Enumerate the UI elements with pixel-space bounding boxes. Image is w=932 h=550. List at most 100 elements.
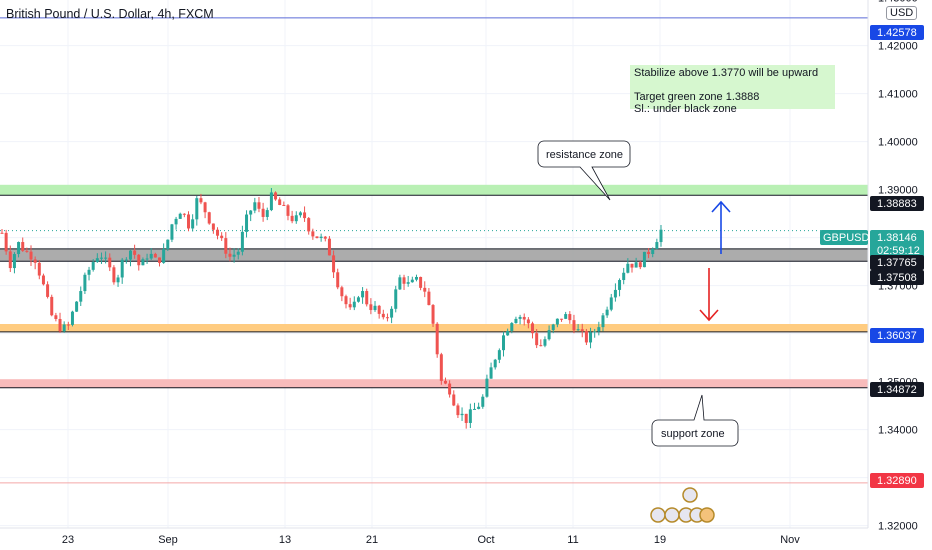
candle-body <box>348 304 352 308</box>
candle-body <box>423 287 427 292</box>
candle-body <box>187 214 191 229</box>
candle-body <box>344 296 348 305</box>
candle-body <box>522 316 526 320</box>
x-tick-label: 19 <box>654 534 666 546</box>
y-tick-label: 1.42000 <box>878 41 918 53</box>
candle-body <box>618 280 622 290</box>
candle-body <box>622 272 626 281</box>
gb-flag-icon <box>699 507 715 523</box>
candle-body <box>356 297 360 302</box>
x-tick-label: 23 <box>62 534 74 546</box>
candle-body <box>406 282 410 284</box>
support-label: 1.34872 <box>877 384 917 396</box>
orange-label-bg <box>870 328 924 343</box>
candle-body <box>613 289 617 298</box>
black-bottom-label: 1.37508 <box>877 272 917 284</box>
candle-body <box>340 287 344 297</box>
candle-body <box>224 238 228 254</box>
candle-body <box>560 318 564 320</box>
candle-body <box>66 324 70 326</box>
support-callout <box>651 394 739 447</box>
support-callout-text: support zone <box>661 428 725 440</box>
orange-zone[interactable] <box>0 324 868 332</box>
orange-label: 1.36037 <box>877 330 917 342</box>
annotations: resistance zone support zone <box>537 140 739 523</box>
candle-body <box>149 253 153 259</box>
candle-body <box>232 254 236 257</box>
candle-body <box>211 223 215 230</box>
last-price-label-bg <box>870 230 924 258</box>
y-tick-label: 1.43000 <box>878 0 918 5</box>
green-zone[interactable] <box>0 184 868 196</box>
y-tick-label: 1.41000 <box>878 89 918 101</box>
black-top-label: 1.37765 <box>877 257 917 269</box>
candle-body <box>153 253 157 258</box>
candle-body <box>128 250 132 260</box>
y-tick-label: 1.34000 <box>878 425 918 437</box>
candle-body <box>332 255 336 273</box>
candle-body <box>203 202 207 213</box>
candle-body <box>17 242 21 255</box>
candle-body <box>584 330 588 343</box>
candle-body <box>659 229 663 243</box>
candle-body <box>58 318 62 332</box>
candle-body <box>79 291 83 302</box>
black-top-label-bg <box>870 255 924 270</box>
candle-body <box>50 296 54 316</box>
symbol-label: GBPUSD <box>823 232 870 244</box>
candlestick-series <box>0 188 663 429</box>
currency-selector[interactable]: USD <box>886 6 918 20</box>
candle-body <box>257 202 261 209</box>
candle-body <box>435 323 439 355</box>
last-price-label: 1.38146 <box>877 232 917 244</box>
candle-body <box>481 396 485 407</box>
countdown-label: 02:59:12 <box>877 245 920 257</box>
candle-body <box>37 262 41 276</box>
candle-body <box>104 257 108 259</box>
us-flag-icon <box>650 507 666 523</box>
candle-body <box>410 279 414 283</box>
horizontal-lines <box>0 17 868 484</box>
event-icons[interactable] <box>650 487 715 523</box>
candle-body <box>170 224 174 240</box>
candle-body <box>182 213 186 215</box>
candle-body <box>83 274 87 292</box>
note-line-2: Target green zone 1.3888 <box>634 91 760 103</box>
bottom-line-label-bg <box>870 473 924 488</box>
resistance-label: 1.38883 <box>877 198 917 210</box>
candle-body <box>303 212 307 219</box>
candle-body <box>261 208 265 217</box>
candle-body <box>112 267 116 283</box>
candle-body <box>315 236 319 239</box>
candle-body <box>597 327 601 332</box>
candle-body <box>166 239 170 250</box>
candle-body <box>191 219 195 229</box>
candle-body <box>472 408 476 410</box>
candle-body <box>269 192 273 211</box>
candle-body <box>91 262 95 270</box>
gb-flag-icon <box>682 487 698 503</box>
candle-body <box>199 198 203 203</box>
candle-body <box>431 305 435 324</box>
candle-body <box>319 236 323 239</box>
candle-body <box>394 289 398 309</box>
candle-body <box>95 258 99 263</box>
candle-body <box>489 367 493 379</box>
bottom-line-label: 1.32890 <box>877 475 917 487</box>
x-tick-label: 11 <box>567 534 578 546</box>
candle-body <box>630 263 634 268</box>
black-bottom-label-bg <box>870 270 924 285</box>
candle-body <box>8 251 12 269</box>
candle-body <box>547 330 551 340</box>
candle-body <box>265 210 269 217</box>
candle-body <box>568 314 572 321</box>
candle-body <box>87 269 91 275</box>
black-zone[interactable] <box>0 248 868 262</box>
candle-body <box>460 413 464 416</box>
candle-body <box>443 380 447 384</box>
candle-body <box>580 329 584 331</box>
candle-body <box>157 257 161 263</box>
chart-title[interactable]: British Pound / U.S. Dollar, 4h, FXCM <box>6 7 214 21</box>
red-zone[interactable] <box>0 379 868 388</box>
